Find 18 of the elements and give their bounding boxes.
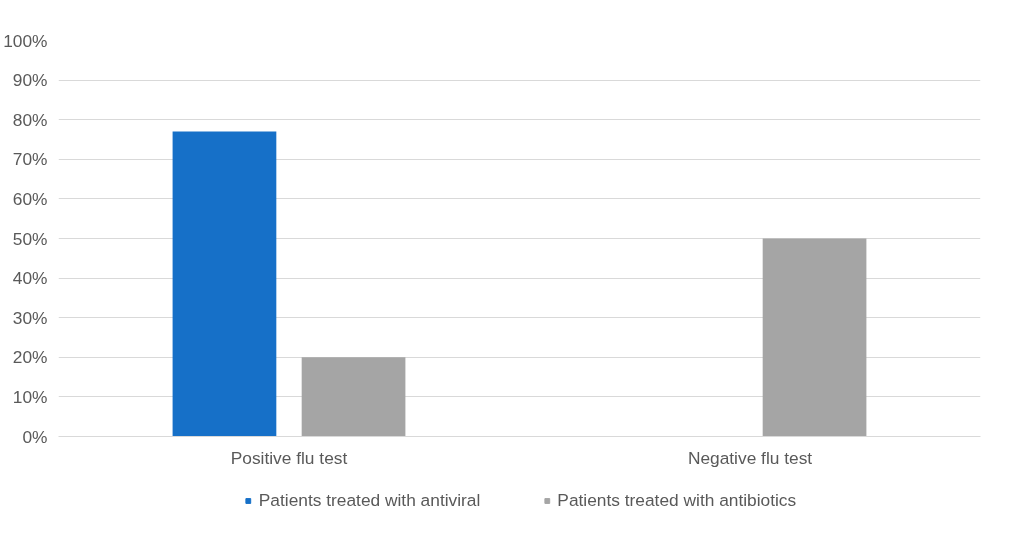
y-tick-label: 60% <box>12 188 48 209</box>
y-tick-label: 10% <box>12 386 48 407</box>
bar <box>762 238 867 437</box>
y-tick-label: 90% <box>12 70 48 91</box>
y-tick-label: 100% <box>3 30 48 51</box>
bar <box>301 357 406 437</box>
bar <box>172 131 277 437</box>
x-tick-label: Positive flu test <box>230 447 348 468</box>
x-tick-label: Negative flu test <box>687 447 813 468</box>
y-tick-label: 40% <box>12 268 48 289</box>
legend-label: Patients treated with antiviral <box>258 489 481 511</box>
y-tick-label: 30% <box>12 307 48 328</box>
y-tick-label: 20% <box>12 347 48 368</box>
y-tick-label: 70% <box>12 149 48 170</box>
y-tick-label: 0% <box>22 426 48 447</box>
legend-label: Patients treated with antibiotics <box>557 489 797 511</box>
y-tick-label: 50% <box>12 228 48 249</box>
y-tick-label: 80% <box>12 109 48 130</box>
